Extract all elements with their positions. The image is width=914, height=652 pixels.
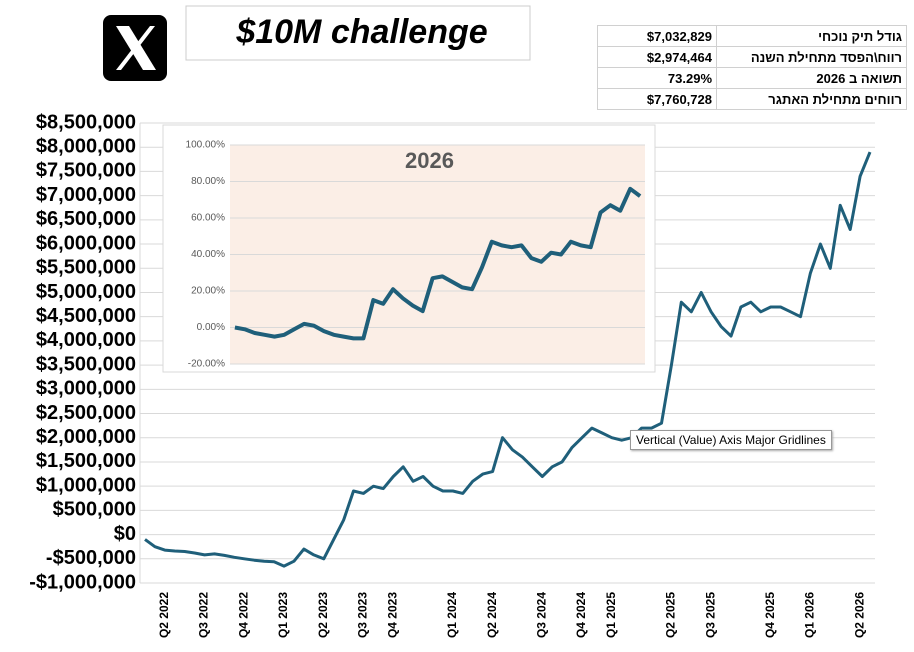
- y-tick-label: $1,000,000: [36, 474, 136, 496]
- stat-label: תשואה ב 2026: [716, 67, 907, 89]
- x-tick-label: Q1 2024: [445, 592, 459, 638]
- y-tick-label: $7,000,000: [36, 184, 136, 206]
- y-tick-label: -20.00%: [188, 359, 225, 370]
- y-tick-label: $7,500,000: [36, 160, 136, 182]
- stat-value: $7,760,728: [597, 88, 717, 110]
- stats-row: $7,760,728 רווחים מתחילת האתגר: [597, 88, 907, 110]
- y-tick-label: $8,500,000: [36, 111, 136, 133]
- inset-title: 2026: [405, 148, 454, 173]
- x-tick-label: Q3 2022: [197, 592, 211, 638]
- title-box: [185, 5, 531, 61]
- x-tick-label: Q2 2024: [485, 592, 499, 638]
- y-tick-label: $500,000: [53, 499, 136, 521]
- y-tick-label: $6,000,000: [36, 232, 136, 254]
- y-tick-label: $4,500,000: [36, 305, 136, 327]
- y-tick-label: 20.00%: [191, 286, 225, 297]
- stats-row: $7,032,829 גודל תיק נוכחי: [597, 25, 907, 47]
- stats-table: $7,032,829 גודל תיק נוכחי $2,974,464 רווח\ה…: [597, 25, 907, 110]
- stat-value: $7,032,829: [597, 25, 717, 47]
- y-tick-label: $5,000,000: [36, 281, 136, 303]
- x-tick-label: Q2 2022: [157, 592, 171, 638]
- y-tick-label: -$500,000: [46, 547, 136, 569]
- y-tick-label: $5,500,000: [36, 257, 136, 279]
- y-tick-label: -$1,000,000: [29, 571, 136, 593]
- y-tick-label: $0: [114, 523, 136, 545]
- x-tick-label: Q2 2026: [852, 592, 866, 638]
- y-tick-label: 40.00%: [191, 249, 225, 260]
- x-tick-label: Q4 2023: [385, 592, 399, 638]
- y-tick-label: $3,500,000: [36, 353, 136, 375]
- y-tick-label: 60.00%: [191, 213, 225, 224]
- x-tick-label: Q1 2026: [803, 592, 817, 638]
- stat-value: 73.29%: [597, 67, 717, 89]
- stat-label: רווח\הפסד מתחילת השנה: [716, 46, 907, 68]
- x-tick-label: Q4 2024: [574, 592, 588, 638]
- x-tick-label: Q2 2025: [664, 592, 678, 638]
- x-tick-label: Q4 2025: [763, 592, 777, 638]
- y-tick-label: $1,500,000: [36, 450, 136, 472]
- y-tick-label: 0.00%: [197, 322, 225, 333]
- x-tick-label: Q4 2022: [236, 592, 250, 638]
- y-tick-label: $3,000,000: [36, 378, 136, 400]
- stat-label: רווחים מתחילת האתגר: [716, 88, 907, 110]
- stats-row: $2,974,464 רווח\הפסד מתחילת השנה: [597, 46, 907, 68]
- y-tick-label: $6,500,000: [36, 208, 136, 230]
- y-tick-label: $2,000,000: [36, 426, 136, 448]
- stats-row: 73.29% תשואה ב 2026: [597, 67, 907, 89]
- stat-label: גודל תיק נוכחי: [716, 25, 907, 47]
- x-tick-label: Q3 2025: [703, 592, 717, 638]
- x-logo-stroke: [116, 26, 155, 70]
- y-tick-label: $4,000,000: [36, 329, 136, 351]
- y-tick-label: $8,000,000: [36, 135, 136, 157]
- x-tick-label: Q1 2025: [604, 592, 618, 638]
- y-tick-label: 100.00%: [186, 140, 226, 151]
- x-tick-label: Q2 2023: [316, 592, 330, 638]
- stat-value: $2,974,464: [597, 46, 717, 68]
- tooltip: Vertical (Value) Axis Major Gridlines: [630, 430, 832, 450]
- x-tick-label: Q1 2023: [276, 592, 290, 638]
- x-tick-label: Q3 2023: [356, 592, 370, 638]
- y-tick-label: 80.00%: [191, 176, 225, 187]
- x-tick-label: Q3 2024: [534, 592, 548, 638]
- data-line: [234, 186, 642, 341]
- y-tick-label: $2,500,000: [36, 402, 136, 424]
- data-line: [144, 151, 872, 568]
- page-title: $10M challenge: [235, 13, 487, 51]
